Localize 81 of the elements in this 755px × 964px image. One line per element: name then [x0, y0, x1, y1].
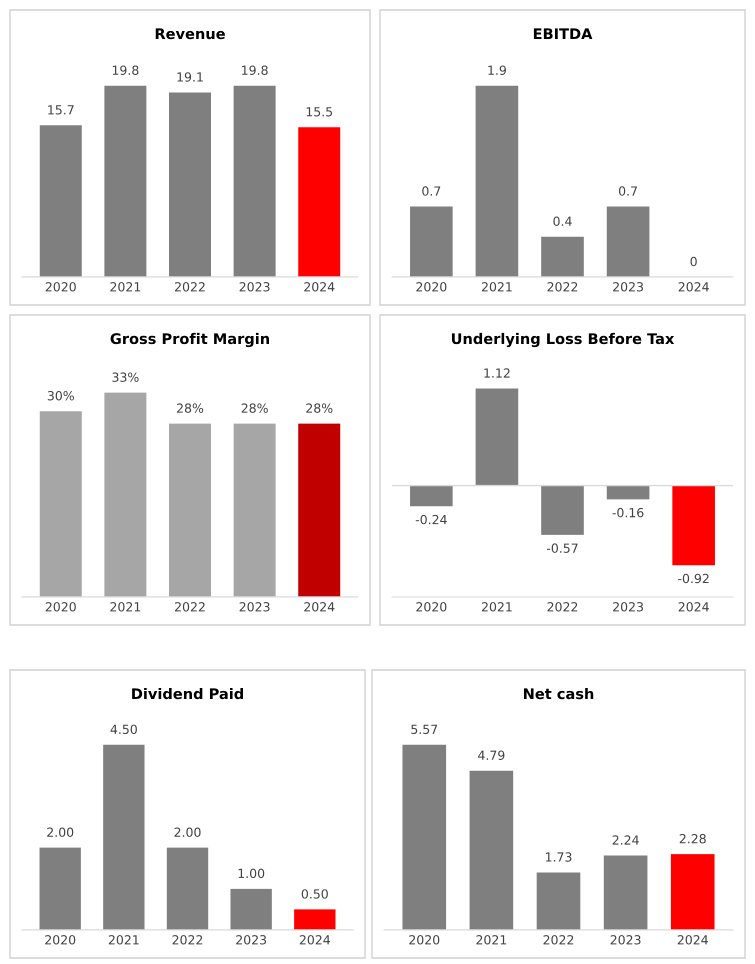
x-tick-label: 2022 — [175, 282, 205, 292]
x-tick-label: 2021 — [110, 282, 140, 292]
x-tick-label: 2022 — [544, 935, 574, 945]
x-tick-label: 2022 — [548, 282, 578, 292]
data-label: 15.5 — [306, 107, 332, 116]
data-label: -0.57 — [546, 543, 578, 553]
data-label: 19.1 — [177, 72, 203, 82]
bar — [166, 848, 208, 930]
x-tick-label: 2022 — [548, 602, 578, 612]
bar — [536, 872, 580, 930]
bar — [169, 92, 211, 277]
data-label: 0.4 — [553, 216, 572, 226]
x-tick-label: 2024 — [678, 282, 709, 292]
x-tick-label: 2023 — [610, 935, 641, 945]
data-label: 15.7 — [48, 105, 74, 115]
data-label: 28% — [242, 403, 268, 413]
x-tick-label: 2021 — [482, 602, 512, 612]
x-tick-label: 2023 — [240, 602, 270, 612]
x-tick-label: 2021 — [110, 602, 140, 612]
x-tick-label: 2023 — [236, 935, 266, 945]
bar — [230, 888, 272, 930]
chart-title: Revenue — [156, 28, 225, 40]
x-tick-label: 2024 — [678, 935, 708, 945]
chart-title: Underlying Loss Before Tax — [452, 332, 674, 348]
bar — [604, 856, 648, 930]
bar — [40, 848, 81, 930]
data-label: 2.24 — [612, 835, 639, 845]
data-label: 1.9 — [488, 65, 506, 75]
x-tick-label: 2024 — [304, 602, 334, 612]
data-label: 28% — [177, 403, 204, 413]
data-label: 19.8 — [242, 65, 268, 75]
chart-title: Dividend Paid — [132, 688, 243, 700]
bar — [40, 125, 82, 277]
bar — [298, 127, 340, 277]
data-label: 28% — [306, 403, 332, 413]
x-tick-label: 2023 — [613, 282, 643, 292]
data-label: 1.12 — [484, 368, 510, 378]
data-label: -0.24 — [416, 514, 447, 524]
x-tick-label: 2021 — [482, 282, 512, 292]
data-label: 2.00 — [47, 827, 74, 837]
data-label: 2.00 — [174, 827, 201, 837]
x-tick-label: 2020 — [409, 935, 440, 945]
data-label: 0.7 — [422, 186, 440, 196]
chart-title: Net cash — [524, 688, 594, 700]
data-label: 2.28 — [680, 834, 706, 844]
bar — [402, 744, 446, 930]
x-tick-label: 2024 — [678, 602, 709, 612]
data-label: 0.7 — [618, 186, 637, 196]
data-label: 1.00 — [238, 868, 264, 878]
x-tick-label: 2024 — [304, 282, 334, 292]
data-label: 0.50 — [302, 889, 328, 899]
chart-title: Gross Profit Margin — [110, 332, 269, 348]
x-tick-label: 2023 — [240, 282, 270, 292]
x-tick-label: 2024 — [300, 935, 330, 945]
bar — [104, 86, 146, 277]
x-tick-label: 2020 — [46, 282, 76, 292]
bar — [103, 744, 145, 930]
x-tick-label: 2020 — [416, 282, 446, 292]
data-label: 30% — [48, 391, 74, 400]
x-tick-label: 2021 — [108, 935, 139, 945]
data-label: -0.16 — [612, 508, 644, 518]
bar — [294, 909, 336, 930]
data-label: 4.50 — [110, 724, 137, 734]
x-tick-label: 2020 — [416, 602, 446, 612]
data-label: 19.8 — [112, 65, 138, 75]
x-tick-label: 2020 — [45, 935, 76, 945]
data-label: 33% — [112, 372, 139, 382]
x-tick-label: 2022 — [175, 602, 205, 612]
data-label: 5.57 — [411, 724, 438, 734]
data-label: 4.79 — [478, 750, 504, 760]
data-label: 0 — [690, 256, 697, 266]
bar — [670, 854, 715, 930]
bar — [470, 770, 514, 930]
x-tick-label: 2022 — [172, 935, 202, 945]
chart-title: EBITDA — [534, 28, 592, 40]
x-tick-label: 2023 — [613, 602, 643, 612]
x-tick-label: 2020 — [46, 602, 76, 612]
x-tick-label: 2021 — [476, 935, 506, 945]
data-label: -0.92 — [678, 574, 709, 584]
bar — [234, 86, 276, 277]
data-label: 1.73 — [546, 852, 572, 862]
